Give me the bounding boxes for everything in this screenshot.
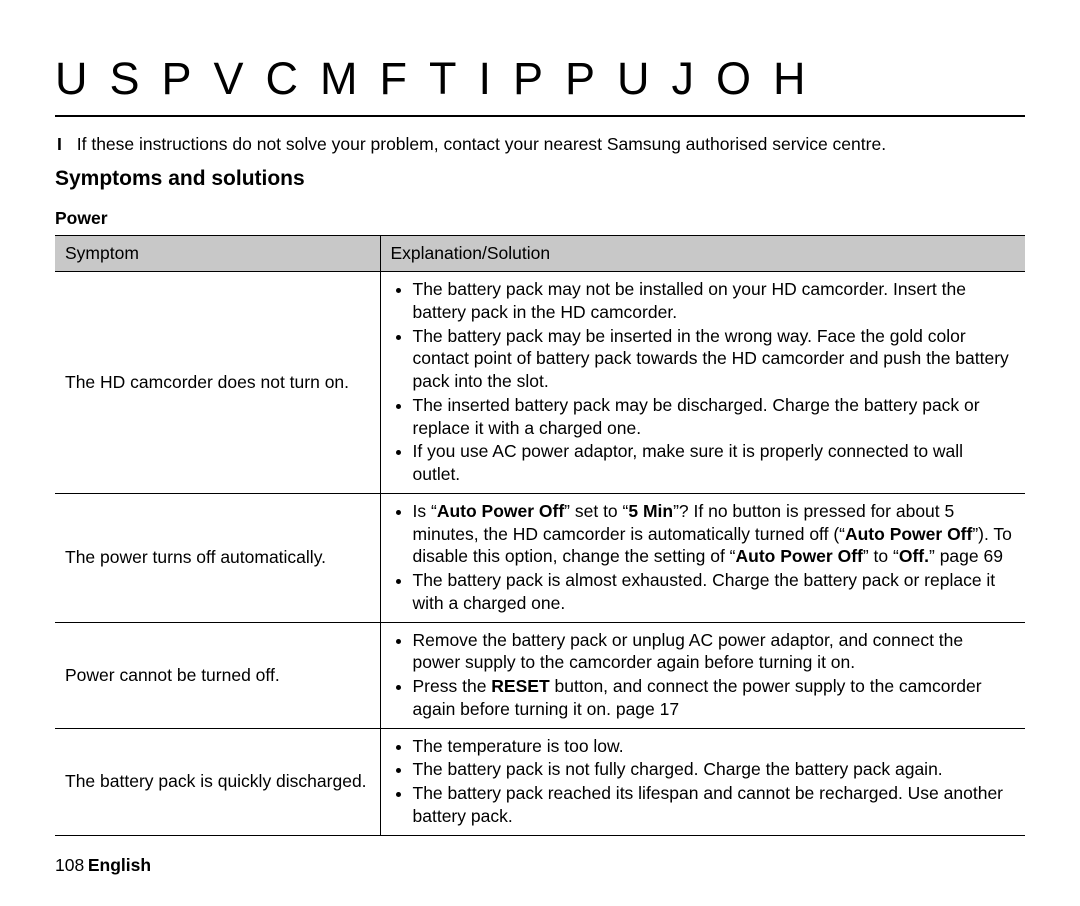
table-row: The battery pack is quickly discharged. …	[55, 728, 1025, 835]
solution-cell: Remove the battery pack or unplug AC pow…	[380, 622, 1025, 728]
section-label-power: Power	[55, 207, 1025, 230]
text-fragment: ” to “	[863, 546, 899, 566]
page-ref: page 69	[940, 546, 1003, 566]
symptom-cell: The power turns off automatically.	[55, 493, 380, 622]
setting-name: Auto Power Off	[736, 546, 863, 566]
symptom-cell: The HD camcorder does not turn on.	[55, 272, 380, 494]
button-name: RESET	[491, 676, 549, 696]
table-row: The HD camcorder does not turn on. The b…	[55, 272, 1025, 494]
symptom-cell: Power cannot be turned off.	[55, 622, 380, 728]
list-item: The inserted battery pack may be dischar…	[413, 394, 1016, 440]
list-item: Is “Auto Power Off” set to “5 Min”? If n…	[413, 500, 1016, 568]
page-footer: 108 English	[55, 854, 1025, 877]
intro-line: I If these instructions do not solve you…	[57, 133, 1025, 156]
list-item: The battery pack reached its lifespan an…	[413, 782, 1016, 828]
intro-bullet: I	[57, 134, 62, 154]
table-row: The power turns off automatically. Is “A…	[55, 493, 1025, 622]
col-header-solution: Explanation/Solution	[380, 236, 1025, 272]
text-fragment: ” set to “	[564, 501, 628, 521]
language-label: English	[88, 855, 151, 875]
table-row: Power cannot be turned off. Remove the b…	[55, 622, 1025, 728]
solution-cell: The battery pack may not be installed on…	[380, 272, 1025, 494]
list-item: The battery pack is almost exhausted. Ch…	[413, 569, 1016, 615]
text-fragment: Is “	[413, 501, 437, 521]
list-item: Remove the battery pack or unplug AC pow…	[413, 629, 1016, 675]
list-item: If you use AC power adaptor, make sure i…	[413, 440, 1016, 486]
text-fragment: Press the	[413, 676, 492, 696]
page-title: USPVCMFTIPPUJOH	[55, 50, 1025, 117]
subheading: Symptoms and solutions	[55, 165, 1025, 192]
col-header-symptom: Symptom	[55, 236, 380, 272]
list-item: The battery pack is not fully charged. C…	[413, 758, 1016, 781]
text-fragment: ”	[929, 546, 940, 566]
list-item: Press the RESET button, and connect the …	[413, 675, 1016, 721]
solution-cell: The temperature is too low. The battery …	[380, 728, 1025, 835]
intro-text: If these instructions do not solve your …	[77, 134, 886, 154]
setting-name: Auto Power Off	[845, 524, 972, 544]
page-ref: page 17	[616, 699, 679, 719]
setting-name: Auto Power Off	[437, 501, 564, 521]
troubleshoot-table: Symptom Explanation/Solution The HD camc…	[55, 235, 1025, 835]
solution-cell: Is “Auto Power Off” set to “5 Min”? If n…	[380, 493, 1025, 622]
setting-value: 5 Min	[628, 501, 673, 521]
list-item: The temperature is too low.	[413, 735, 1016, 758]
symptom-cell: The battery pack is quickly discharged.	[55, 728, 380, 835]
setting-value: Off.	[899, 546, 929, 566]
list-item: The battery pack may not be installed on…	[413, 278, 1016, 324]
list-item: The battery pack may be inserted in the …	[413, 325, 1016, 393]
page-number: 108	[55, 854, 83, 877]
